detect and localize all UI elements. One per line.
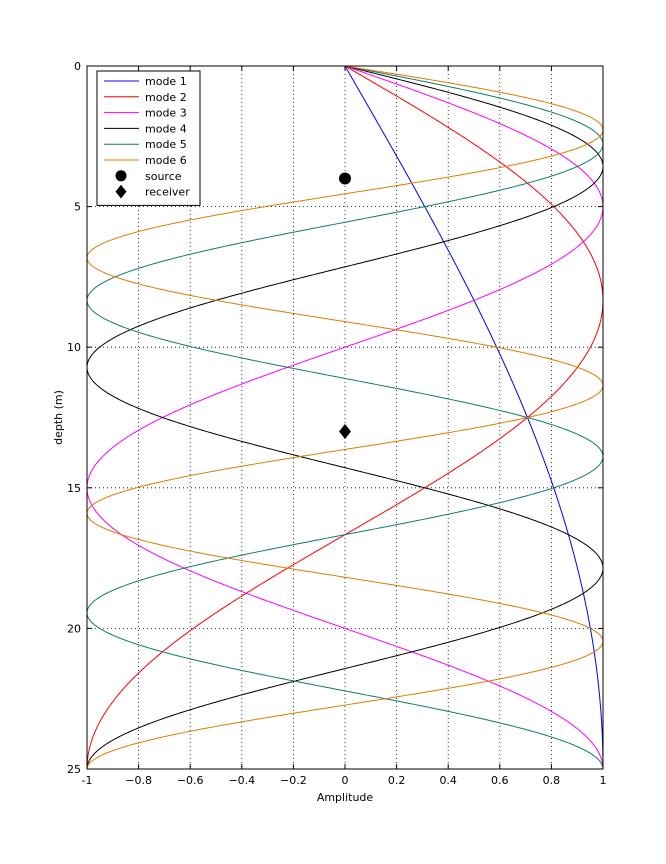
x-tick-label: 0.4 <box>439 774 457 787</box>
y-tick-label: 20 <box>67 622 81 635</box>
y-axis-label: depth (m) <box>52 390 65 445</box>
axis-ticks: -1 −0.8 −0.6 −0.4 −0.2 0 0.2 0.4 0.6 0.8 105101520… <box>67 60 607 787</box>
legend-box <box>96 70 201 206</box>
legend-label-receiver: receiver <box>145 186 190 199</box>
legend-label-mode-5: mode 5 <box>145 138 187 151</box>
legend-label-mode-2: mode 2 <box>145 91 187 104</box>
source-marker <box>339 172 351 185</box>
x-axis-label: Amplitude <box>317 791 374 804</box>
legend-label-source: source <box>145 170 182 183</box>
y-tick-label: 0 <box>74 60 81 73</box>
y-tick-label: 10 <box>67 341 81 354</box>
y-tick-label: 5 <box>74 201 81 214</box>
x-tick-label: −0.6 <box>177 774 204 787</box>
x-tick-label: 0.8 <box>543 774 561 787</box>
x-tick-label: 1 <box>600 774 607 787</box>
mode-curves <box>86 65 604 770</box>
legend-label-mode-4: mode 4 <box>145 122 187 135</box>
legend-label-mode-3: mode 3 <box>145 107 187 120</box>
legend-swatch-receiver <box>115 184 127 199</box>
x-tick-label: 0.6 <box>491 774 509 787</box>
y-tick-label: 15 <box>67 482 81 495</box>
mode-6-curve <box>86 65 604 770</box>
x-tick-label: −0.2 <box>280 774 307 787</box>
legend-label-mode-1: mode 1 <box>145 75 187 88</box>
x-tick-label: −0.4 <box>228 774 255 787</box>
x-tick-label: 0 <box>342 774 349 787</box>
x-tick-label: -1 <box>82 774 93 787</box>
markers <box>339 172 351 440</box>
receiver-marker <box>339 424 351 440</box>
mode-4-curve <box>86 65 604 770</box>
legend-label-mode-6: mode 6 <box>145 154 187 167</box>
x-tick-label: −0.8 <box>125 774 152 787</box>
legend: mode 1 mode 2 mode 3 mode 4 mode 5 mode 6 sour… <box>96 70 201 206</box>
y-tick-label: 25 <box>67 763 81 776</box>
x-tick-label: 0.2 <box>388 774 406 787</box>
legend-swatch-source <box>115 170 127 182</box>
